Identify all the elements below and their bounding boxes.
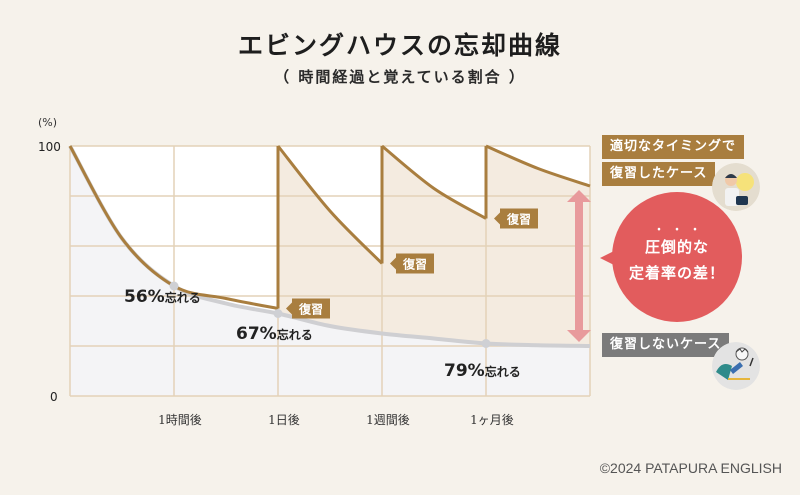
- review-curve-line: [68, 145, 279, 310]
- y-axis-unit-label: (%): [38, 116, 57, 129]
- chart-subtitle: （ 時間経過と覚えている割合 ）: [274, 68, 526, 86]
- y-tick-label: 100: [38, 140, 61, 154]
- review-tag-pointer: [390, 257, 396, 270]
- legend-not-reviewed: 復習しないケース: [602, 333, 730, 357]
- emphasis-bubble: ・・・ 圧倒的な 定着率の差！: [600, 192, 742, 322]
- gap-arrow-head-down: [567, 330, 591, 342]
- review-tag-pointer: [494, 212, 500, 225]
- review-tag-label: 復習: [402, 257, 427, 272]
- x-tick-label: 1週間後: [366, 413, 410, 427]
- y-tick-label: 0: [50, 390, 58, 404]
- forget-percent-annotation: 56%忘れる: [124, 287, 201, 307]
- forget-percent-annotation: 67%忘れる: [236, 324, 313, 344]
- legend-reviewed-line2: 復習したケース: [602, 162, 716, 186]
- percent-value: 67%: [236, 324, 277, 344]
- review-tag-pointer: [286, 302, 292, 315]
- percent-value: 56%: [124, 287, 165, 307]
- review-tag-box: [292, 298, 330, 319]
- forget-percent-annotation: 79%忘れる: [444, 361, 521, 381]
- not-reviewed-person-icon: [712, 342, 760, 390]
- review-curve-line: [485, 144, 591, 188]
- review-tag-label: 復習: [298, 302, 323, 317]
- x-tick-label: 1時間後: [158, 413, 202, 427]
- x-tick-label: 1ヶ月後: [470, 413, 514, 427]
- chart-title: エビングハウスの忘却曲線: [237, 31, 562, 60]
- review-curve-line: [381, 144, 487, 220]
- review-curve-line: [276, 145, 384, 265]
- forget-data-point: [273, 309, 283, 318]
- copyright-text: ©2024 PATAPURA ENGLISH: [599, 460, 782, 476]
- bubble-line-2: 定着率の差！: [628, 264, 725, 282]
- bubble-line-1: 圧倒的な: [644, 238, 709, 256]
- forget-data-point: [169, 281, 179, 291]
- reviewed-person-icon: [712, 163, 760, 211]
- forget-area-fill: [70, 146, 590, 396]
- percent-value: 79%: [444, 361, 485, 381]
- legend-reviewed-line1: 適切なタイミングで: [602, 135, 745, 159]
- gap-arrow-head-up: [567, 190, 591, 202]
- percent-suffix: 忘れる: [277, 327, 313, 342]
- percent-suffix: 忘れる: [485, 364, 521, 379]
- x-tick-label: 1日後: [268, 413, 300, 427]
- review-tag-label: 復習: [506, 212, 531, 227]
- percent-suffix: 忘れる: [165, 290, 201, 305]
- forget-data-point: [481, 339, 491, 348]
- review-tag-box: [500, 208, 538, 229]
- emphasis-dots: ・・・: [654, 225, 708, 236]
- gap-arrow-shaft: [575, 200, 583, 332]
- review-tag-box: [396, 253, 434, 274]
